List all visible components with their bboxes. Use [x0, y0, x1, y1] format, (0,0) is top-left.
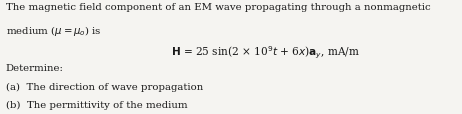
Text: (b)  The permittivity of the medium: (b) The permittivity of the medium [6, 100, 187, 109]
Text: $\mathbf{H}$ = 25 sin(2 × 10$^9$$t$ + 6$x$)$\mathbf{a}$$_y$, mA/m: $\mathbf{H}$ = 25 sin(2 × 10$^9$$t$ + 6$… [171, 44, 360, 61]
Text: The magnetic field component of an EM wave propagating through a nonmagnetic: The magnetic field component of an EM wa… [6, 3, 430, 12]
Text: (a)  The direction of wave propagation: (a) The direction of wave propagation [6, 82, 203, 91]
Text: medium ($\mu = \mu_o$) is: medium ($\mu = \mu_o$) is [6, 24, 101, 38]
Text: Determine:: Determine: [6, 64, 63, 73]
